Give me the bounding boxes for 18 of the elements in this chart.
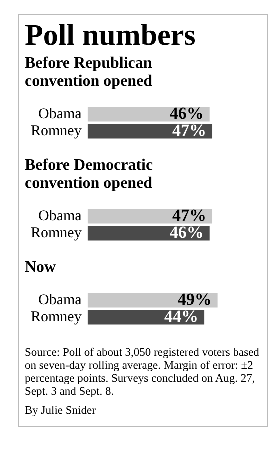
- y-tick-label: Romney: [30, 225, 82, 242]
- y-tick-label: Obama: [38, 292, 82, 308]
- chart-subtitle: Now: [25, 259, 58, 277]
- y-tick-label: Obama: [38, 106, 82, 122]
- data-label: 49%: [178, 290, 212, 309]
- chart-subtitle: Before Republican convention opened: [25, 55, 154, 91]
- data-label: 47%: [172, 120, 207, 140]
- data-label: 46%: [170, 104, 204, 123]
- data-label: 47%: [172, 206, 207, 225]
- y-tick-label: Romney: [30, 309, 82, 326]
- chart-subtitle: Before Democratic convention opened: [25, 157, 154, 193]
- source-note: Source: Poll of about 3,050 registered voters based on seven-day rolling average. Margin of error: ±2 percentage points. Surveys concluded on Aug. 27, Sept. 3 and Sept. 8.: [25, 347, 260, 399]
- text: By Julie Snider: [25, 405, 97, 418]
- y-tick-label: Romney: [30, 123, 82, 140]
- chart-title: Poll numbers: [25, 19, 197, 53]
- y-tick-label: Obama: [38, 208, 82, 224]
- data-label: 44%: [164, 306, 199, 326]
- data-label: 46%: [170, 222, 204, 242]
